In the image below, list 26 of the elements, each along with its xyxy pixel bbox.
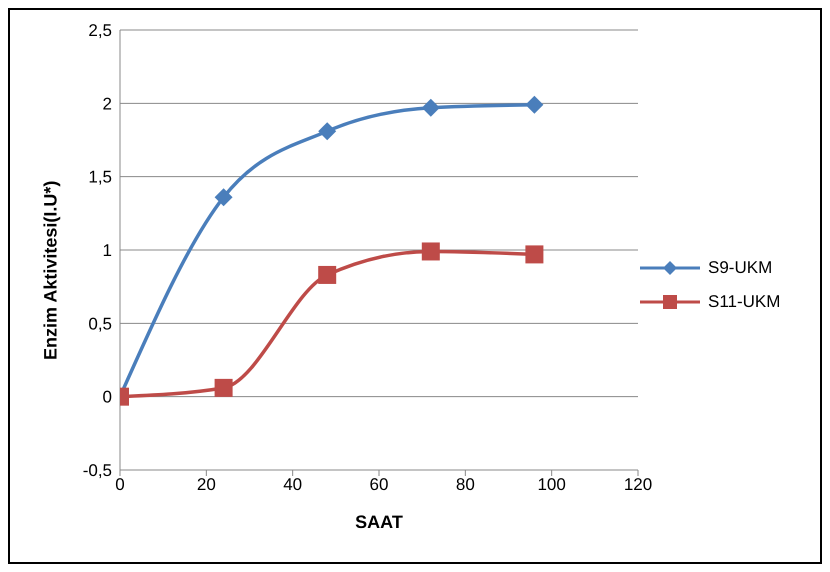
x-tick-label: 120 xyxy=(624,475,652,494)
y-tick-label: 1 xyxy=(102,241,112,260)
x-tick-label: 0 xyxy=(115,475,125,494)
y-tick-label: 2 xyxy=(102,94,112,114)
point xyxy=(318,122,336,140)
y-tick-label: 0 xyxy=(102,388,112,407)
y-tick-label: 2,5 xyxy=(88,21,112,40)
legend-label: S9-UKM xyxy=(708,258,772,278)
point xyxy=(214,378,233,397)
x-tick-label: 80 xyxy=(456,475,475,494)
y-tick-label: -0,5 xyxy=(82,461,112,480)
x-tick-label: 40 xyxy=(283,475,302,494)
y-tick-label: 1,5 xyxy=(88,168,112,187)
x-tick-label: 20 xyxy=(196,475,216,494)
point xyxy=(318,266,336,284)
y-axis-title: Enzim Aktivitesi(I.U*) xyxy=(40,180,60,360)
x-tick-label: 100 xyxy=(537,475,566,494)
point xyxy=(525,245,544,264)
x-tick-label: 60 xyxy=(370,475,388,494)
point xyxy=(214,188,233,206)
point xyxy=(422,242,440,260)
legend-label: S11-UKM xyxy=(708,292,780,312)
y-tick-label: 0,5 xyxy=(88,314,112,334)
x-axis-title: SAAT xyxy=(355,512,403,532)
point xyxy=(422,98,440,117)
point xyxy=(525,96,544,114)
